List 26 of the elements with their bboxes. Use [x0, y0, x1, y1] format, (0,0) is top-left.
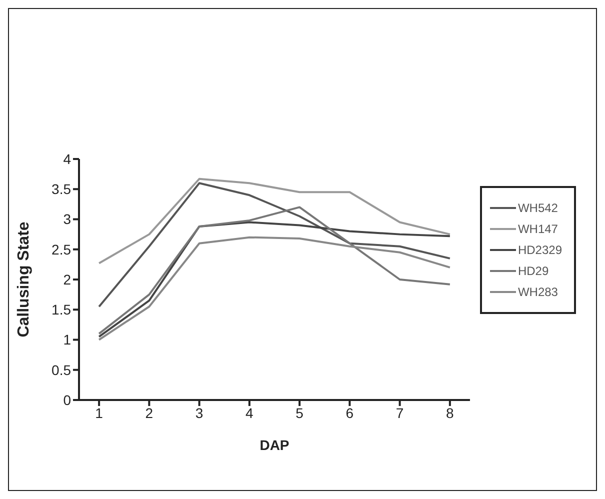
legend-label: WH542 [518, 200, 558, 214]
y-tick-label: 3.5 [52, 181, 72, 198]
x-axis-title: DAP [260, 437, 290, 453]
y-tick-label: 1.5 [52, 302, 72, 318]
y-tick-label: 0.5 [52, 362, 72, 378]
x-tick-label: 3 [195, 404, 204, 421]
x-tick-label: 8 [446, 404, 454, 421]
legend-label: WH283 [518, 284, 558, 298]
y-tick-label: 2.5 [52, 241, 72, 258]
legend-label: WH147 [518, 222, 558, 236]
line-series [98, 182, 451, 308]
y-tick-label: 3 [63, 211, 72, 228]
line-series [98, 178, 451, 264]
legend-label: HD29 [518, 264, 549, 278]
y-axis-title: Callusing State [16, 222, 33, 338]
x-tick-label: 1 [95, 404, 104, 421]
y-tick-label: 0 [63, 392, 72, 408]
legend-label: HD2329 [518, 242, 562, 256]
x-tick-label: 4 [246, 404, 254, 421]
x-tick-label: 7 [396, 404, 404, 421]
y-tick-label: 4 [63, 150, 72, 167]
x-tick-label: 5 [296, 404, 304, 421]
x-tick-label: 6 [346, 404, 354, 421]
y-tick-label: 2 [63, 271, 72, 288]
y-tick-label: 1 [63, 332, 72, 348]
x-tick-label: 2 [145, 404, 154, 421]
